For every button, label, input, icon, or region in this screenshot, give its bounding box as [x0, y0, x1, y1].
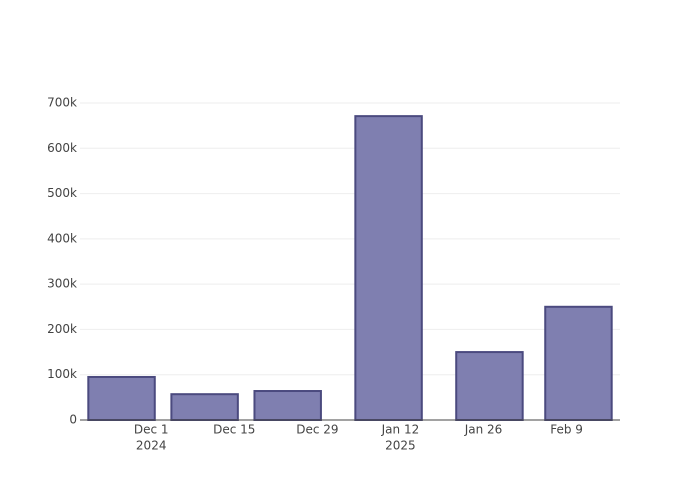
y-tick-label: 100k [47, 367, 77, 381]
y-tick-label: 600k [47, 141, 77, 155]
y-tick-label: 0 [69, 413, 77, 427]
y-tick-label: 200k [47, 322, 77, 336]
bar [544, 305, 613, 421]
bar [87, 375, 156, 422]
x-tick-label: Jan 12 [381, 423, 420, 437]
y-tick-label: 700k [47, 96, 77, 110]
bar [354, 115, 423, 422]
bar [455, 351, 524, 422]
x-tick-year: 2024 [136, 439, 167, 453]
bar [170, 393, 239, 421]
y-tick-label: 300k [47, 277, 77, 291]
x-tick-label: Dec 29 [296, 423, 338, 437]
x-tick-label: Dec 1 [134, 423, 169, 437]
x-tick-year: 2025 [385, 439, 416, 453]
y-tick-label: 500k [47, 186, 77, 200]
x-tick-label: Dec 15 [213, 423, 255, 437]
bar [253, 390, 322, 422]
x-tick-label: Jan 26 [464, 423, 503, 437]
x-tick-label: Feb 9 [550, 423, 583, 437]
y-tick-label: 400k [47, 231, 77, 245]
